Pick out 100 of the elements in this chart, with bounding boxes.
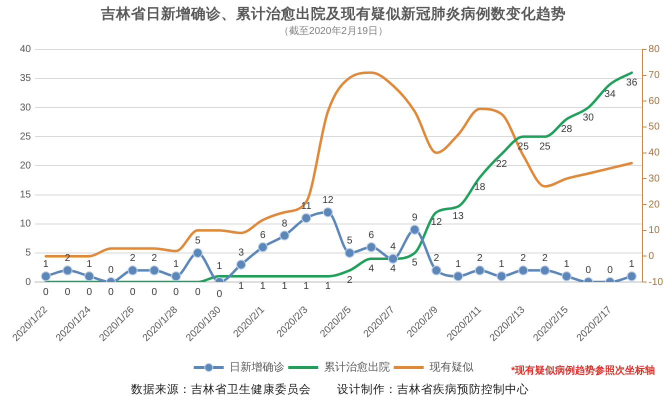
y2-tick-label: 60 [648,96,660,107]
y2-tick-label: 80 [648,44,660,56]
data-label: 0 [64,286,71,298]
data-label: 1 [303,280,310,292]
y2-tick-label: 30 [648,173,660,184]
data-label: 4 [390,264,396,275]
data-label: 2 [346,275,353,286]
point [540,265,550,276]
point [149,265,160,276]
y2-tick-label: 0 [648,250,655,262]
point [562,271,572,282]
data-label: 1 [260,280,266,292]
data-label: 5 [194,236,201,247]
data-label: 6 [368,230,375,241]
point [626,271,637,282]
point [431,265,442,276]
data-label: 0 [108,286,114,298]
point [171,271,182,282]
y-tick-label: 5 [25,248,32,259]
data-label: 1 [173,258,180,270]
data-label: 1 [498,258,505,270]
legend-label: 日新增确诊 [229,360,284,374]
data-label: 1 [564,258,570,270]
point [236,260,246,270]
data-label: 4 [390,242,396,253]
data-label: 0 [194,286,201,298]
data-label: 18 [474,182,486,194]
point [258,242,268,252]
y-tick-label: 0 [25,276,32,288]
y-tick-label: 15 [20,190,32,201]
data-label: 1 [325,280,332,292]
source-note: 数据来源：吉林省卫生健康委员会 [131,382,311,396]
point [301,213,312,224]
y2-tick-label: 50 [648,122,660,133]
data-label: 2 [434,253,440,264]
data-label: 0 [586,264,592,276]
data-label: 1 [238,280,244,292]
data-label: 36 [626,77,638,88]
point [84,271,94,282]
data-label: 0 [173,286,180,298]
y2-tick-label: 40 [648,148,660,159]
point [388,254,398,264]
data-label: 1 [86,258,92,270]
data-label: 9 [412,212,418,224]
data-label: 1 [628,258,635,270]
data-label: 22 [496,158,508,170]
point [474,265,485,276]
data-label: 2 [520,253,526,264]
text: 设计制作：吉林省疾病预防控制中心 [337,382,529,396]
data-label: 25 [539,141,551,152]
data-label: 6 [260,230,266,241]
text: *现有疑似病例趋势参照次坐标轴 [511,364,655,376]
y2-tick-label: 10 [648,225,660,236]
y-tick-label: 20 [20,160,32,172]
point [128,265,138,276]
point [366,242,376,252]
data-label: 1 [455,258,462,270]
data-label: 30 [582,112,594,124]
data-label: 8 [282,218,288,230]
data-label: 3 [238,247,244,258]
data-label: 0 [216,288,223,300]
data-label: 0 [43,286,50,298]
data-label: 0 [152,286,158,298]
y-tick-label: 25 [20,131,32,142]
data-label: 1 [282,280,288,292]
point [322,207,333,218]
point [453,271,464,282]
data-label: 2 [130,253,136,264]
point [40,271,51,282]
legend-label: 现有疑似 [429,362,474,374]
data-label: 12 [430,217,442,228]
point [280,230,290,241]
point [410,224,420,235]
data-label: 5 [346,236,353,247]
data-label: 0 [86,286,92,298]
point [344,248,355,258]
chart-title: 吉林省日新增确诊、累计治愈出院及现有疑似新冠肺炎病例数变化趋势 [100,4,566,23]
data-label: 12 [322,195,334,206]
data-label: 2 [542,253,548,264]
y2-tick-label: 70 [648,70,660,81]
data-label: 2 [477,253,484,264]
point [192,248,203,258]
y2-tick-label: -10 [648,276,664,288]
data-label: 4 [368,264,375,275]
data-label: 13 [452,211,464,222]
point [518,265,528,276]
data-label: 1 [216,260,223,272]
data-label: 2 [152,253,158,264]
data-label: 0 [130,286,136,298]
data-label: 5 [412,258,418,269]
point [496,271,507,282]
y2-tick-label: 20 [648,199,660,210]
y-tick-label: 10 [20,218,32,230]
data-label: 0 [607,264,614,276]
data-label: 34 [604,89,616,100]
data-label: 28 [561,124,573,135]
y-tick-label: 30 [20,102,32,114]
point [62,265,73,276]
y-tick-label: 40 [20,44,32,56]
legend-label: 累计治愈出院 [324,360,390,374]
